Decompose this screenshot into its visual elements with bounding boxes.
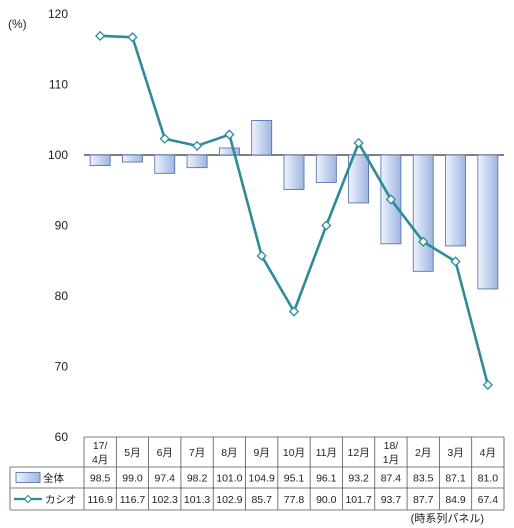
data-label-casio: 116.7 — [120, 494, 146, 506]
line-point — [450, 256, 461, 267]
category-label: 10月 — [283, 447, 305, 459]
data-label-casio: 116.9 — [87, 494, 113, 506]
bar — [283, 154, 305, 190]
data-label-zentai: 83.5 — [413, 473, 434, 485]
y-tick-label: 60 — [55, 430, 69, 444]
data-table: 17/4月 5月 6月 7月 8月 9月 10月 11月 12月 18/1月 2月 3月 4月全体カシオ… — [9, 436, 505, 511]
data-label-zentai: 101.0 — [216, 473, 242, 485]
category-label: 2月 — [415, 447, 431, 459]
bar — [477, 154, 499, 290]
data-label-zentai: 87.1 — [445, 473, 466, 485]
line-point — [191, 140, 203, 151]
bar — [412, 154, 434, 272]
category-label: 17/ — [93, 440, 108, 452]
line-point — [288, 306, 300, 317]
category-label: 6月 — [157, 447, 173, 459]
data-label-casio: 101.7 — [345, 494, 371, 506]
bar — [218, 147, 240, 156]
y-tick-label: 90 — [55, 219, 69, 233]
data-label-zentai: 98.5 — [90, 473, 111, 485]
legend-bar-swatch — [15, 472, 41, 483]
y-tick-label: 120 — [48, 7, 68, 21]
data-label-casio: 102.3 — [152, 494, 178, 506]
category-label: 9月 — [254, 447, 270, 459]
data-label-zentai: 81.0 — [478, 473, 499, 485]
y-axis-unit: (%) — [8, 17, 27, 31]
data-label-zentai: 99.0 — [122, 473, 143, 485]
data-label-zentai: 87.4 — [381, 473, 402, 485]
legend-label-casio: カシオ — [45, 494, 77, 506]
line-point — [482, 379, 493, 390]
data-label-zentai: 97.4 — [155, 473, 176, 485]
data-label-casio: 101.3 — [184, 494, 210, 506]
category-label: 3月 — [447, 447, 463, 459]
line-point — [127, 32, 138, 43]
line-point — [159, 133, 170, 144]
source-note: (時系列パネル) — [411, 511, 484, 525]
data-label-casio: 87.7 — [413, 494, 434, 506]
category-label: 7月 — [189, 447, 205, 459]
category-label: 1月 — [383, 454, 399, 466]
category-label: 12月 — [348, 447, 370, 459]
category-label: 5月 — [124, 447, 140, 459]
data-label-zentai: 98.2 — [187, 473, 208, 485]
category-label: 4月 — [92, 454, 108, 466]
data-label-zentai: 93.2 — [348, 473, 369, 485]
y-tick-label: 100 — [48, 148, 68, 162]
data-label-zentai: 96.1 — [316, 473, 337, 485]
data-label-casio: 102.9 — [216, 494, 242, 506]
line-point — [321, 220, 332, 231]
data-label-casio: 85.7 — [251, 494, 272, 506]
bar — [122, 154, 143, 163]
y-tick-label: 70 — [55, 360, 69, 374]
line-point — [256, 250, 267, 261]
data-label-casio: 84.9 — [445, 494, 466, 506]
legend-marker — [23, 494, 33, 504]
bar — [251, 120, 273, 156]
bar — [154, 154, 176, 174]
line-point — [95, 30, 106, 41]
data-label-casio: 90.0 — [316, 494, 337, 506]
data-label-zentai: 104.9 — [249, 473, 275, 485]
line-point — [418, 236, 429, 247]
category-label: 4月 — [480, 447, 496, 459]
data-label-casio: 67.4 — [478, 494, 499, 506]
bar — [315, 154, 337, 183]
category-label: 11月 — [316, 447, 337, 459]
category-label: 8月 — [221, 447, 237, 459]
bar-series-zentai — [89, 120, 499, 290]
line-point — [224, 129, 235, 140]
bar — [186, 154, 208, 169]
bar — [89, 154, 111, 166]
y-axis-ticks: 60 70 80 90 100 110 120 — [48, 7, 68, 444]
line-series-casio — [95, 30, 493, 390]
bar — [348, 154, 370, 204]
y-tick-label: 80 — [55, 289, 69, 303]
data-label-zentai: 95.1 — [284, 473, 305, 485]
category-label: 18/ — [384, 440, 399, 452]
legend-label-zentai: 全体 — [43, 472, 64, 485]
y-tick-label: 110 — [49, 78, 68, 92]
data-label-casio: 77.8 — [284, 494, 305, 506]
bar — [445, 154, 466, 247]
line-point — [353, 137, 364, 149]
line-point — [385, 194, 397, 205]
data-label-casio: 93.7 — [381, 494, 402, 506]
